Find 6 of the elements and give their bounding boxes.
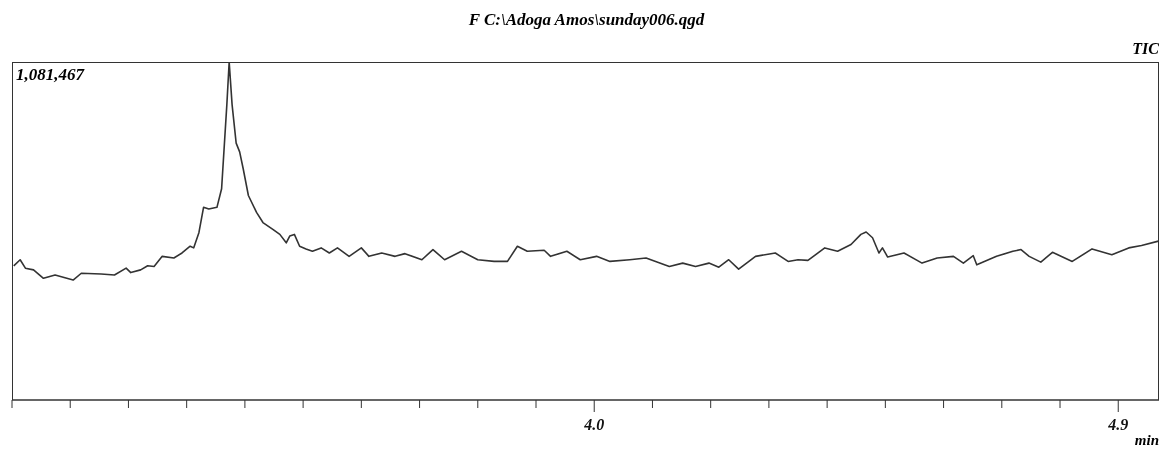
x-axis-title: min xyxy=(1134,432,1159,449)
text: TIC xyxy=(1132,40,1159,58)
x-tick-label: 4.0 xyxy=(583,416,605,433)
chart-title: F C:\Adoga Amos\sunday006.qgd xyxy=(467,9,706,31)
annotation: 1,081,467 xyxy=(16,65,84,85)
x-tick-label: 4.9 xyxy=(1107,416,1129,433)
